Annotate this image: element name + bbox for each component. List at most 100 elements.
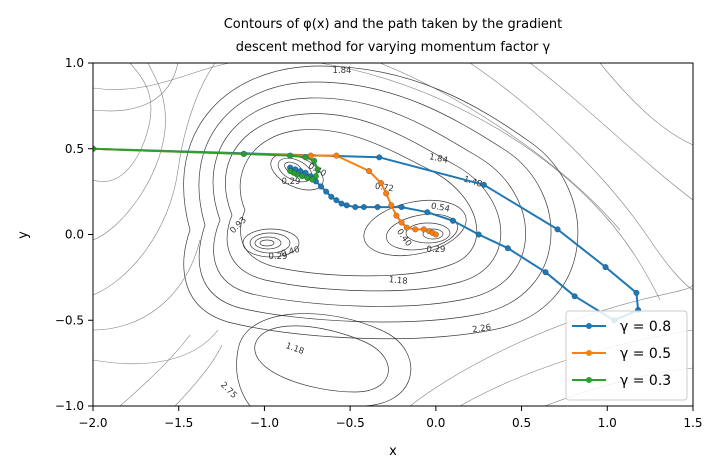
x-tick-label: −1.0 <box>250 416 279 430</box>
series-point <box>317 183 325 190</box>
x-tick-label: 0.0 <box>426 416 445 430</box>
series-point <box>602 264 609 271</box>
series-point <box>333 197 340 204</box>
series-point <box>554 226 561 233</box>
contour-label: 0.54 <box>430 201 450 214</box>
series-point <box>343 202 350 209</box>
contour-ring <box>249 232 291 254</box>
contour-label: 2.26 <box>472 323 492 336</box>
contour-line <box>93 329 219 365</box>
legend-marker <box>586 350 592 356</box>
contour-line <box>319 63 661 301</box>
contour-line <box>93 63 166 241</box>
contour-line <box>599 63 693 146</box>
series-point <box>323 188 330 195</box>
contour-labels: 1.84 1.84 1.48 0.72 0.54 0.40 0.29 0.93 … <box>218 66 492 401</box>
series-point <box>299 173 306 180</box>
series-point <box>412 226 419 233</box>
chart-title-line-2: descent method for varying momentum fact… <box>236 40 551 55</box>
series-point <box>424 209 431 216</box>
contour-line <box>93 63 231 90</box>
x-tick-label: −1.5 <box>164 416 193 430</box>
y-tick-label: 0.5 <box>65 142 84 156</box>
y-tick-label: −1.0 <box>55 399 84 413</box>
contour-ring <box>254 325 389 393</box>
y-tick-label: 0.0 <box>65 228 84 242</box>
legend: γ = 0.8 γ = 0.5 γ = 0.3 <box>565 310 688 401</box>
contour-ring <box>422 228 444 240</box>
x-tick-label: 1.5 <box>683 416 702 430</box>
contour-line <box>174 344 223 406</box>
y-tick-label: −0.5 <box>55 313 84 327</box>
contour-ring <box>236 313 411 406</box>
contour-line <box>529 63 693 201</box>
y-axis: 1.0 0.5 0.0 −0.5 −1.0 <box>55 56 93 413</box>
contour-line <box>93 63 179 112</box>
y-axis-label: y <box>16 231 31 239</box>
series-point <box>393 212 400 219</box>
contour-label: 1.18 <box>284 341 305 357</box>
series-point <box>633 289 640 296</box>
series-point <box>352 204 359 211</box>
series-point <box>542 269 549 276</box>
series-point <box>93 145 97 152</box>
contour-label: 0.29 <box>282 177 301 187</box>
contour-label: 0.29 <box>269 252 288 262</box>
contour-ring <box>259 239 275 247</box>
legend-marker <box>586 377 592 383</box>
contour-label: 2.75 <box>218 380 238 400</box>
series-point <box>314 166 321 173</box>
contour-label: 0.29 <box>427 245 446 255</box>
series-point <box>287 167 294 175</box>
contour-ring <box>198 81 552 323</box>
series-point <box>302 154 309 161</box>
contour-ring <box>183 65 579 340</box>
series-point <box>374 204 381 211</box>
series-layer <box>93 145 642 324</box>
contour-line <box>379 63 621 231</box>
contour-ring <box>212 97 526 307</box>
series-point <box>383 190 390 197</box>
series-point <box>449 217 457 224</box>
contour-line <box>469 63 693 291</box>
x-tick-label: 0.5 <box>512 416 531 430</box>
contour-ring <box>254 236 282 250</box>
contour-label: 0.40 <box>394 227 413 248</box>
contour-label: 0.40 <box>280 245 301 260</box>
x-tick-label: −2.0 <box>78 416 107 430</box>
y-tick-label: 1.0 <box>65 56 84 70</box>
x-tick-label: −0.5 <box>336 416 365 430</box>
contour-line <box>93 63 216 296</box>
contour-label: 1.84 <box>333 66 352 76</box>
series-point <box>240 150 247 157</box>
series-point <box>338 200 345 207</box>
contour-line <box>119 334 191 406</box>
x-axis: −2.0 −1.5 −1.0 −0.5 0.0 0.5 1.0 1.5 <box>78 406 703 430</box>
series-point <box>432 231 439 238</box>
series-point <box>287 152 294 159</box>
series-2 <box>93 145 321 183</box>
series-point <box>376 154 383 161</box>
series-point <box>304 174 311 181</box>
legend-items: γ = 0.8 γ = 0.5 γ = 0.3 <box>572 319 671 389</box>
series-point <box>571 293 578 300</box>
series-point <box>480 181 487 188</box>
series-point <box>475 231 482 238</box>
contour-label: 0.93 <box>228 215 248 235</box>
contour-ring <box>225 113 501 292</box>
contour-label: 1.84 <box>428 152 449 166</box>
contour-label: 1.18 <box>388 275 408 287</box>
contour-line <box>93 63 152 182</box>
legend-label: γ = 0.8 <box>620 319 671 335</box>
series-point <box>365 167 373 175</box>
series-point <box>504 245 511 252</box>
x-axis-label: x <box>389 444 397 459</box>
legend-marker <box>586 323 592 329</box>
series-point <box>311 157 318 164</box>
legend-label: γ = 0.3 <box>620 373 671 389</box>
series-point <box>328 193 335 200</box>
series-point <box>377 180 385 187</box>
series-0 <box>93 145 642 324</box>
x-tick-label: 1.0 <box>598 416 617 430</box>
